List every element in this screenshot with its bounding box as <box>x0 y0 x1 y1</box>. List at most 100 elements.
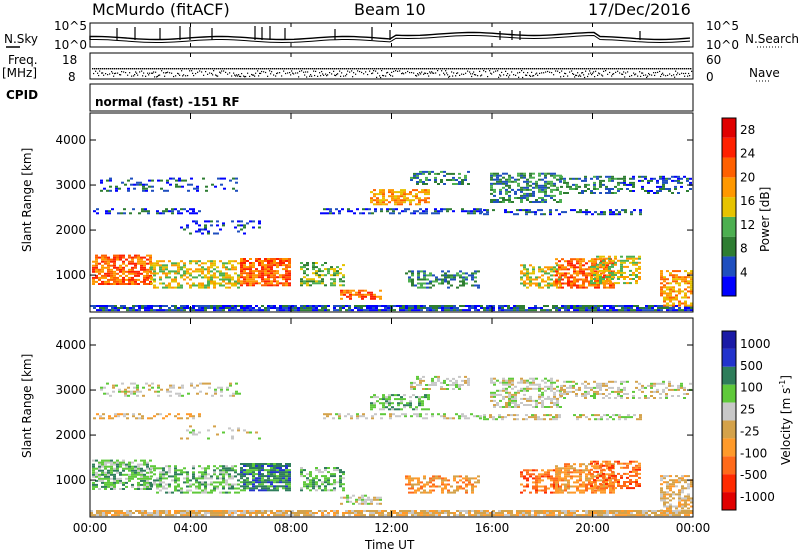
velocity-cell <box>273 487 276 490</box>
power-cell <box>672 304 675 307</box>
power-cell <box>300 307 303 309</box>
freq-dot <box>570 68 572 70</box>
velocity-cell <box>162 467 165 470</box>
velocity-cell <box>104 481 107 484</box>
freq-dot <box>338 68 340 70</box>
power-cell <box>216 305 219 307</box>
power-cell <box>300 278 303 281</box>
nave-dot <box>355 73 357 75</box>
power-cell <box>666 282 669 285</box>
power-cell <box>547 186 550 189</box>
velocity-cell <box>507 512 510 514</box>
power-cell <box>570 307 573 309</box>
power-cell <box>575 188 578 190</box>
power-cell <box>513 307 516 309</box>
power-cell <box>471 272 474 275</box>
velocity-cell <box>207 512 210 514</box>
power-cell <box>416 172 419 175</box>
velocity-cell <box>423 491 426 494</box>
power-cell <box>384 309 387 312</box>
power-cell <box>534 213 537 216</box>
velocity-cell <box>143 475 146 478</box>
power-cell <box>119 268 122 271</box>
velocity-cell <box>174 467 177 470</box>
velocity-cell <box>198 481 201 484</box>
velocity-cell <box>143 459 146 462</box>
velocity-cell <box>441 487 444 490</box>
power-cell <box>564 211 567 214</box>
power-cell <box>502 199 505 201</box>
power-cell <box>403 195 406 198</box>
velocity-cell <box>687 512 690 514</box>
power-cell <box>579 309 582 312</box>
power-cell <box>686 190 689 192</box>
power-cell <box>687 304 690 307</box>
power-cell <box>134 266 137 269</box>
power-cell <box>122 278 125 281</box>
power-cell <box>525 211 528 214</box>
power-cell <box>153 280 156 283</box>
velocity-cell <box>234 469 237 472</box>
power-cell <box>624 211 627 214</box>
power-cell <box>427 191 430 194</box>
velocity-cell <box>141 510 144 512</box>
freq-dot <box>454 68 456 70</box>
power-cell <box>639 213 642 216</box>
power-cell <box>235 189 238 192</box>
velocity-cell <box>146 485 149 488</box>
freq-dot <box>424 68 426 70</box>
power-cell <box>672 296 675 299</box>
power-cell <box>249 266 252 269</box>
power-cell <box>555 262 558 265</box>
freq-left-high: 18 <box>62 53 78 67</box>
velocity-cell <box>180 473 183 476</box>
velocity-cell <box>405 475 408 478</box>
power-cell <box>690 282 693 285</box>
power-cell <box>529 180 532 183</box>
power-cell <box>593 192 596 194</box>
power-cell <box>561 264 564 267</box>
velocity-cell <box>183 467 186 470</box>
power-cell <box>252 280 255 283</box>
power-cell <box>525 213 528 216</box>
freq-dot <box>398 68 400 70</box>
power-cell <box>348 307 351 309</box>
velocity-cell <box>564 512 567 514</box>
power-cell <box>362 212 365 215</box>
velocity-cell <box>234 483 237 486</box>
power-cell <box>255 282 258 285</box>
power-cell <box>214 185 217 188</box>
power-cell <box>357 309 360 312</box>
nave-dot <box>576 74 578 77</box>
velocity-cell <box>104 473 107 476</box>
velocity-cell <box>376 502 379 505</box>
velocity-cell <box>156 467 159 470</box>
velocity-cell <box>361 494 364 497</box>
velocity-cell <box>213 512 216 514</box>
power-cell <box>394 197 397 200</box>
velocity-cell <box>414 483 417 486</box>
velocity-cell <box>288 514 291 517</box>
velocity-cell <box>222 512 225 514</box>
power-cell <box>98 276 101 279</box>
power-cell <box>309 280 312 283</box>
velocity-cell <box>606 510 609 512</box>
nave-dot <box>565 73 567 75</box>
power-cell <box>183 270 186 273</box>
power-cell <box>119 256 122 259</box>
power-cell <box>393 305 396 307</box>
power-cell <box>599 280 602 282</box>
velocity-cell <box>98 463 101 466</box>
freq-dot <box>172 68 174 70</box>
nave-dot <box>383 75 385 77</box>
power-cell <box>477 286 480 289</box>
velocity-cell <box>276 485 279 488</box>
power-cell <box>570 284 573 287</box>
power-cell <box>315 266 318 269</box>
power-cell <box>420 305 423 307</box>
power-cell <box>246 309 249 312</box>
power-cell <box>477 284 480 287</box>
power-cell <box>165 284 168 287</box>
freq-dot <box>350 68 352 70</box>
nave-dot <box>156 76 158 78</box>
